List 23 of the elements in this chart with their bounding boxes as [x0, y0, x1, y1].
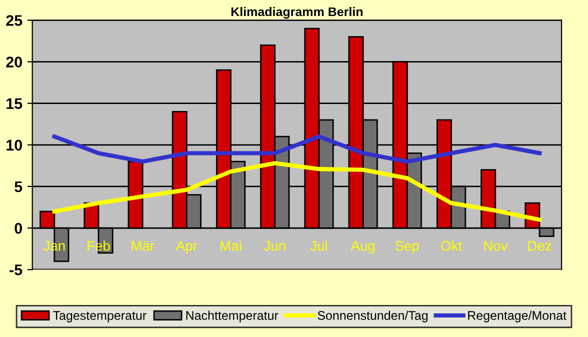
x-tick-label: Nov: [484, 241, 508, 251]
x-tick-label: Sep: [395, 240, 419, 254]
legend-label: Tagestemperatur: [53, 311, 146, 322]
x-tick-label: Mai: [220, 240, 242, 251]
y-tick-label: 20: [6, 56, 22, 68]
y-tick-label: 15: [6, 98, 22, 110]
x-tick-label: Dez: [528, 241, 552, 251]
y-tick-label: 10: [6, 140, 22, 151]
legend-label: Nachttemperatur: [186, 310, 278, 322]
x-tick-label: Aug: [350, 241, 375, 254]
x-tick-label: Jul: [310, 240, 327, 251]
x-tick-label: Jun: [264, 241, 286, 251]
x-tick-label: Jan: [43, 241, 65, 251]
chart-title: Klimadiagramm Berlin: [231, 6, 363, 19]
x-tick-label: Apr: [176, 241, 198, 254]
y-tick-label: 0: [14, 222, 22, 234]
y-tick-label: 5: [14, 182, 22, 192]
y-tick-label: -5: [10, 264, 22, 276]
y-tick-label: 25: [6, 15, 22, 26]
legend-label: Sonnenstunden/Tag: [318, 310, 428, 322]
x-tick-label: Okt: [441, 240, 462, 251]
legend-label: Regentage/Monat: [468, 310, 566, 322]
x-tick-label: Mär: [132, 241, 154, 251]
